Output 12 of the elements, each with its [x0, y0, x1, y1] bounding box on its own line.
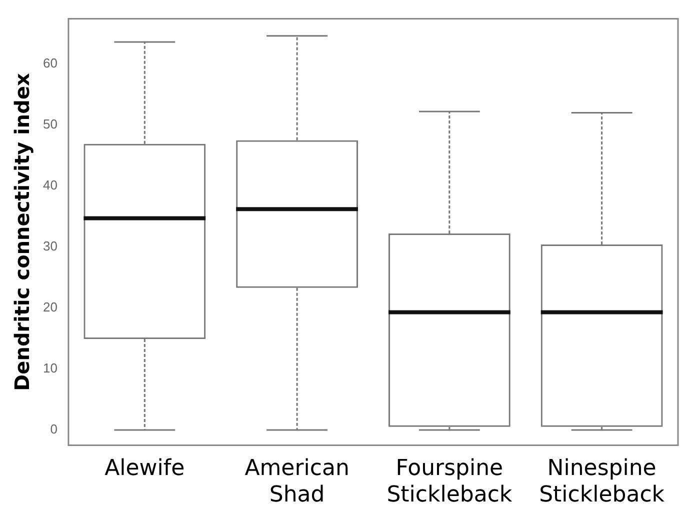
x-tick-label: Ninespine Stickleback: [539, 456, 665, 508]
x-tick-label: Fourspine Stickleback: [386, 456, 512, 508]
y-tick-label: 0: [50, 422, 58, 437]
y-tick-label: 10: [42, 360, 58, 376]
x-tick-label: Alewife: [104, 456, 185, 482]
y-tick-label: 30: [42, 238, 58, 254]
y-axis-title: Dendritic connectivity index: [10, 72, 34, 391]
x-tick-label: American Shad: [244, 456, 350, 508]
y-tick-label: 40: [42, 178, 58, 193]
y-tick-label: 20: [42, 300, 58, 315]
y-tick-label: 60: [42, 56, 58, 71]
y-tick-label: 50: [42, 116, 58, 132]
